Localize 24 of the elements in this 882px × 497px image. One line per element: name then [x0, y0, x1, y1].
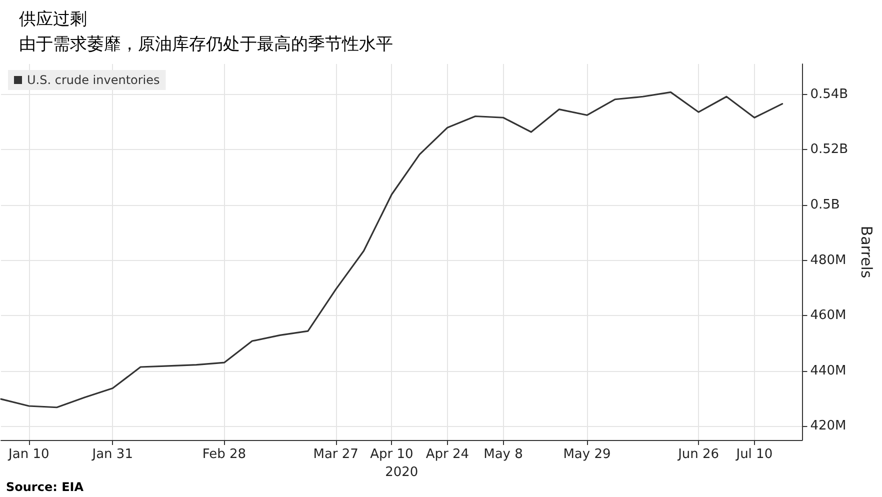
- y-tick-label: 0.52B: [810, 142, 848, 158]
- x-tick-label: Jan 31: [91, 447, 133, 462]
- x-axis-title: 2020: [385, 464, 418, 480]
- y-tick-label: 0.54B: [810, 86, 848, 102]
- y-tick-label: 0.5B: [810, 198, 840, 212]
- x-tick-label: Jul 10: [735, 447, 773, 462]
- y-tick-label: 420M: [810, 418, 846, 434]
- x-tick-label: Jan 10: [8, 447, 50, 462]
- x-tick-label: May 8: [484, 447, 523, 462]
- y-tick-label: 480M: [810, 252, 846, 268]
- line-series: [0, 91, 784, 408]
- x-tick-label: Feb 28: [202, 447, 246, 462]
- y-tick-label: 440M: [810, 363, 846, 378]
- y-axis-title: Barrels: [858, 226, 876, 278]
- chart-subtitle: 由于需求萎靡，原油库存仍处于最高的季节性水平: [19, 34, 393, 54]
- y-tick-label: 460M: [810, 308, 846, 324]
- x-tick-label: Jun 26: [677, 447, 720, 462]
- x-tick-label: May 29: [563, 447, 611, 462]
- source-note: Source: EIA: [6, 480, 84, 494]
- x-tick-label: Apr 10: [370, 447, 414, 462]
- chart-title: 供应过剩: [19, 10, 87, 30]
- legend-label: U.S. crude inventories: [27, 73, 160, 87]
- x-tick-label: Apr 24: [426, 447, 470, 462]
- x-tick-label: Mar 27: [313, 447, 358, 462]
